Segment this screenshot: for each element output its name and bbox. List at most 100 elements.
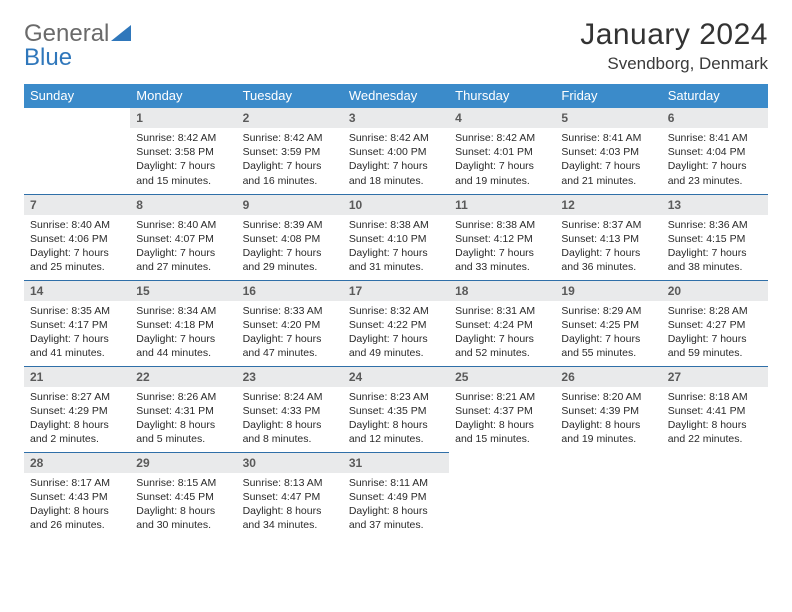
daylight-line: Daylight: 7 hours and 25 minutes. (30, 247, 109, 273)
sunset-line: Sunset: 4:47 PM (243, 491, 321, 503)
sunrise-line: Sunrise: 8:20 AM (561, 391, 641, 403)
sunset-line: Sunset: 4:29 PM (30, 405, 108, 417)
sunset-line: Sunset: 3:58 PM (136, 146, 214, 158)
calendar-table: SundayMondayTuesdayWednesdayThursdayFrid… (24, 84, 768, 538)
calendar-day-cell: 10Sunrise: 8:38 AMSunset: 4:10 PMDayligh… (343, 194, 449, 280)
sunset-line: Sunset: 4:41 PM (668, 405, 746, 417)
day-details: Sunrise: 8:40 AMSunset: 4:06 PMDaylight:… (24, 215, 130, 279)
sunset-line: Sunset: 4:04 PM (668, 146, 746, 158)
day-number: 7 (24, 195, 130, 215)
calendar-day-cell: 26Sunrise: 8:20 AMSunset: 4:39 PMDayligh… (555, 366, 661, 452)
daylight-line: Daylight: 7 hours and 47 minutes. (243, 333, 322, 359)
daylight-line: Daylight: 7 hours and 41 minutes. (30, 333, 109, 359)
daylight-line: Daylight: 7 hours and 15 minutes. (136, 160, 215, 186)
weekday-row: SundayMondayTuesdayWednesdayThursdayFrid… (24, 84, 768, 108)
daylight-line: Daylight: 7 hours and 44 minutes. (136, 333, 215, 359)
day-details: Sunrise: 8:27 AM Sunset: 4:29 PM Daylight:… (24, 387, 130, 451)
sunrise-line: Sunrise: 8:41 AM (561, 132, 641, 144)
daylight-line: Daylight: 7 hours and 33 minutes. (455, 247, 534, 273)
day-details: Sunrise: 8:23 AMSunset: 4:35 PMDaylight:… (343, 387, 449, 451)
day-details: Sunrise: 8:42 AMSunset: 4:01 PMDaylight:… (449, 128, 555, 192)
day-details: Sunrise: 8:28 AMSunset: 4:27 PMDaylight:… (662, 301, 768, 365)
day-number: 3 (343, 108, 449, 128)
day-details: Sunrise: 8:21 AMSunset: 4:37 PMDaylight:… (449, 387, 555, 451)
sunrise-line: Sunrise: 8:42 AM (349, 132, 429, 144)
day-number: 16 (237, 281, 343, 301)
brand-triangle-icon (111, 22, 131, 46)
day-details: Sunrise: 8:42 AMSunset: 3:58 PMDaylight:… (130, 128, 236, 192)
calendar-day-cell: 16Sunrise: 8:33 AMSunset: 4:20 PMDayligh… (237, 280, 343, 366)
sunrise-line: Sunrise: 8:13 AM (243, 477, 323, 489)
calendar-day-cell: 19Sunrise: 8:29 AMSunset: 4:25 PMDayligh… (555, 280, 661, 366)
calendar-day-cell: 8Sunrise: 8:40 AMSunset: 4:07 PMDaylight… (130, 194, 236, 280)
sunrise-line: Sunrise: 8:34 AM (136, 305, 216, 317)
day-details: Sunrise: 8:32 AMSunset: 4:22 PMDaylight:… (343, 301, 449, 365)
calendar-day-cell: 20Sunrise: 8:28 AMSunset: 4:27 PMDayligh… (662, 280, 768, 366)
calendar-day-cell: .. (24, 108, 130, 194)
day-number: 4 (449, 108, 555, 128)
sunrise-line: Sunrise: 8:17 AM (30, 477, 110, 489)
daylight-line: Daylight: 8 hours and 34 minutes. (243, 505, 322, 531)
day-details: Sunrise: 8:17 AMSunset: 4:43 PMDaylight:… (24, 473, 130, 537)
daylight-line: Daylight: 7 hours and 38 minutes. (668, 247, 747, 273)
day-details: Sunrise: 8:26 AMSunset: 4:31 PMDaylight:… (130, 387, 236, 451)
calendar-day-cell: 7Sunrise: 8:40 AMSunset: 4:06 PMDaylight… (24, 194, 130, 280)
sunset-line: Sunset: 4:10 PM (349, 233, 427, 245)
calendar-day-cell: 21Sunrise: 8:27 AMSunset: 4:29 PMDayligh… (24, 366, 130, 452)
sunrise-line: Sunrise: 8:40 AM (136, 219, 216, 231)
day-number: 25 (449, 367, 555, 387)
day-details: Sunrise: 8:41 AMSunset: 4:04 PMDaylight:… (662, 128, 768, 192)
sunrise-line: Sunrise: 8:15 AM (136, 477, 216, 489)
day-details: Sunrise: 8:34 AMSunset: 4:18 PMDaylight:… (130, 301, 236, 365)
calendar-week-row: 21Sunrise: 8:27 AMSunset: 4:29 PMDayligh… (24, 366, 768, 452)
sunrise-line: Sunrise: 8:42 AM (455, 132, 535, 144)
sunrise-line: Sunrise: 8:27 AM (30, 391, 110, 403)
calendar-day-cell: 6Sunrise: 8:41 AMSunset: 4:04 PMDaylight… (662, 108, 768, 194)
day-details: Sunrise: 8:36 AMSunset: 4:15 PMDaylight:… (662, 215, 768, 279)
day-number: 14 (24, 281, 130, 301)
daylight-line: Daylight: 7 hours and 29 minutes. (243, 247, 322, 273)
day-details: Sunrise: 8:29 AMSunset: 4:25 PMDaylight:… (555, 301, 661, 365)
calendar-day-cell: 13Sunrise: 8:36 AMSunset: 4:15 PMDayligh… (662, 194, 768, 280)
day-number: 18 (449, 281, 555, 301)
daylight-line: Daylight: 7 hours and 52 minutes. (455, 333, 534, 359)
brand-logo: General Blue (24, 18, 131, 70)
daylight-line: Daylight: 8 hours and 8 minutes. (243, 419, 322, 445)
sunrise-line: Sunrise: 8:31 AM (455, 305, 535, 317)
day-number: 1 (130, 108, 236, 128)
day-number: 9 (237, 195, 343, 215)
sunset-line: Sunset: 4:27 PM (668, 319, 746, 331)
calendar-day-cell: 14Sunrise: 8:35 AMSunset: 4:17 PMDayligh… (24, 280, 130, 366)
brand-name-gray: General (24, 20, 109, 47)
sunrise-line: Sunrise: 8:11 AM (349, 477, 428, 489)
day-details: Sunrise: 8:20 AMSunset: 4:39 PMDaylight:… (555, 387, 661, 451)
daylight-line: Daylight: 7 hours and 55 minutes. (561, 333, 640, 359)
day-details: Sunrise: 8:15 AMSunset: 4:45 PMDaylight:… (130, 473, 236, 537)
sunset-line: Sunset: 4:17 PM (30, 319, 108, 331)
calendar-day-cell: 15Sunrise: 8:34 AMSunset: 4:18 PMDayligh… (130, 280, 236, 366)
daylight-line: Daylight: 7 hours and 49 minutes. (349, 333, 428, 359)
sunrise-line: Sunrise: 8:39 AM (243, 219, 323, 231)
day-number: 29 (130, 453, 236, 473)
daylight-line: Daylight: 7 hours and 16 minutes. (243, 160, 322, 186)
brand-name: General Blue (24, 22, 131, 70)
day-number: 6 (662, 108, 768, 128)
calendar-body: ..1Sunrise: 8:42 AMSunset: 3:58 PMDaylig… (24, 108, 768, 538)
day-number: 17 (343, 281, 449, 301)
calendar-day-cell: 4Sunrise: 8:42 AMSunset: 4:01 PMDaylight… (449, 108, 555, 194)
day-number: 31 (343, 453, 449, 473)
daylight-line: Daylight: 8 hours and 2 minutes. (30, 419, 109, 445)
day-number: 10 (343, 195, 449, 215)
sunrise-line: Sunrise: 8:33 AM (243, 305, 323, 317)
sunrise-line: Sunrise: 8:24 AM (243, 391, 323, 403)
sunset-line: Sunset: 4:37 PM (455, 405, 533, 417)
calendar-day-cell: 24Sunrise: 8:23 AMSunset: 4:35 PMDayligh… (343, 366, 449, 452)
day-details: Sunrise: 8:42 AMSunset: 3:59 PMDaylight:… (237, 128, 343, 192)
day-number: 23 (237, 367, 343, 387)
weekday-header: Friday (555, 84, 661, 108)
calendar-day-cell: 30Sunrise: 8:13 AMSunset: 4:47 PMDayligh… (237, 452, 343, 538)
day-details: Sunrise: 8:24 AMSunset: 4:33 PMDaylight:… (237, 387, 343, 451)
day-number: 22 (130, 367, 236, 387)
sunrise-line: Sunrise: 8:26 AM (136, 391, 216, 403)
sunrise-line: Sunrise: 8:38 AM (349, 219, 429, 231)
